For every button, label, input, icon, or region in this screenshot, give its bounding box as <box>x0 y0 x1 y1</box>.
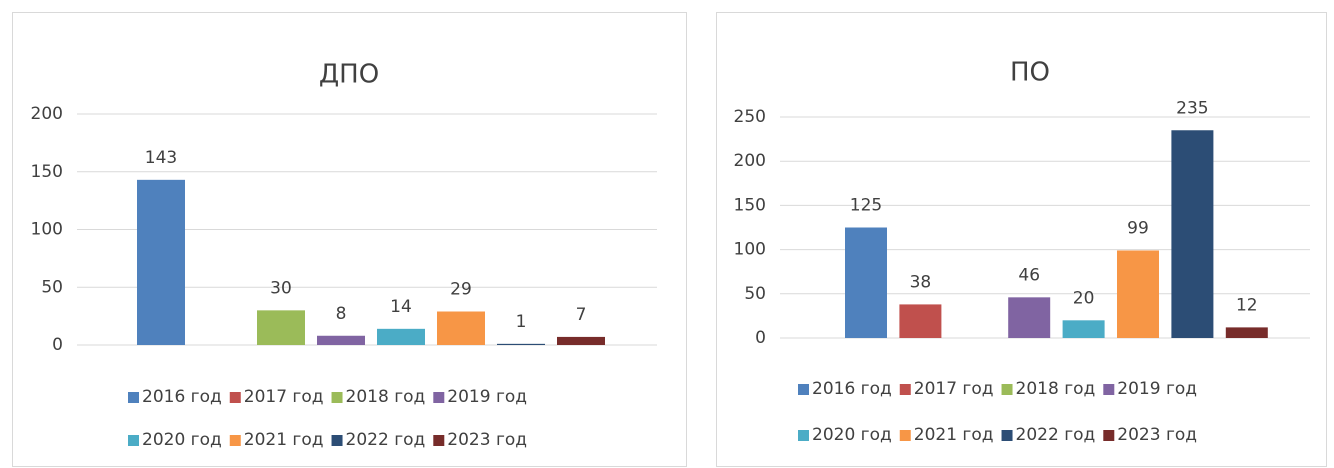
legend-label: 2021 год <box>244 430 324 450</box>
legend-swatch <box>798 430 809 441</box>
bar <box>845 227 887 338</box>
legend-swatch <box>1103 384 1115 395</box>
legend-label: 2019 год <box>1117 379 1197 399</box>
legend-label: 2023 год <box>447 430 527 450</box>
chart-title: ДПО <box>319 60 379 90</box>
bar <box>257 310 305 345</box>
data-label: 46 <box>1018 265 1040 285</box>
legend-label: 2017 год <box>244 387 324 407</box>
bar <box>137 179 185 345</box>
data-label: 8 <box>336 304 347 324</box>
y-tick-label: 50 <box>744 284 766 304</box>
data-label: 12 <box>1236 295 1258 315</box>
y-tick-label: 200 <box>734 151 766 171</box>
legend-label: 2020 год <box>142 430 222 450</box>
legend-label: 2018 год <box>346 387 426 407</box>
legend-label: 2016 год <box>812 379 892 399</box>
legend-swatch <box>433 392 445 403</box>
data-label: 20 <box>1073 288 1095 308</box>
data-label: 14 <box>390 297 412 317</box>
y-tick-label: 200 <box>31 104 63 124</box>
bar <box>437 311 485 345</box>
bar <box>1171 130 1214 338</box>
legend-swatch <box>899 384 911 395</box>
data-label: 125 <box>850 196 882 216</box>
data-label: 143 <box>145 148 177 168</box>
legend-label: 2022 год <box>346 430 426 450</box>
legend-label: 2019 год <box>447 387 527 407</box>
legend-swatch <box>331 392 343 403</box>
bar <box>899 304 942 338</box>
bar <box>1117 250 1159 338</box>
data-label: 1 <box>516 312 527 332</box>
data-label: 7 <box>576 305 587 325</box>
legend-swatch <box>1001 384 1013 395</box>
legend-swatch <box>128 392 139 403</box>
bar <box>557 336 605 345</box>
legend-swatch <box>899 430 911 441</box>
legend-swatch <box>331 435 343 446</box>
bar <box>1008 297 1051 338</box>
y-tick-label: 0 <box>52 335 63 355</box>
legend-swatch <box>229 392 241 403</box>
legend-swatch <box>229 435 241 446</box>
bar <box>1062 320 1105 338</box>
bar <box>497 343 545 345</box>
legend-label: 2016 год <box>142 387 222 407</box>
y-tick-label: 100 <box>31 220 63 240</box>
legend-label: 2017 год <box>914 379 994 399</box>
legend-label: 2022 год <box>1016 425 1096 445</box>
y-tick-label: 100 <box>734 240 766 260</box>
bar <box>1225 327 1268 338</box>
legend-label: 2020 год <box>812 425 892 445</box>
data-label: 235 <box>1176 98 1208 118</box>
chart-frame <box>716 12 1327 467</box>
chart-frame <box>12 12 687 467</box>
y-tick-label: 150 <box>734 195 766 215</box>
bar <box>377 328 425 345</box>
legend-swatch <box>1001 430 1013 441</box>
legend-label: 2018 год <box>1016 379 1096 399</box>
legend-swatch <box>128 435 139 446</box>
y-tick-label: 0 <box>755 328 766 348</box>
legend-swatch <box>798 384 809 395</box>
legend-label: 2023 год <box>1117 425 1197 445</box>
legend-label: 2021 год <box>914 425 994 445</box>
data-label: 38 <box>910 272 932 292</box>
data-label: 99 <box>1127 218 1149 238</box>
legend-swatch <box>433 435 445 446</box>
y-tick-label: 150 <box>31 162 63 182</box>
bar <box>317 335 365 345</box>
legend-swatch <box>1103 430 1115 441</box>
data-label: 29 <box>450 280 472 300</box>
data-label: 30 <box>270 278 292 298</box>
chart-title: ПО <box>1010 58 1050 88</box>
y-tick-label: 50 <box>41 277 63 297</box>
y-tick-label: 250 <box>734 107 766 127</box>
